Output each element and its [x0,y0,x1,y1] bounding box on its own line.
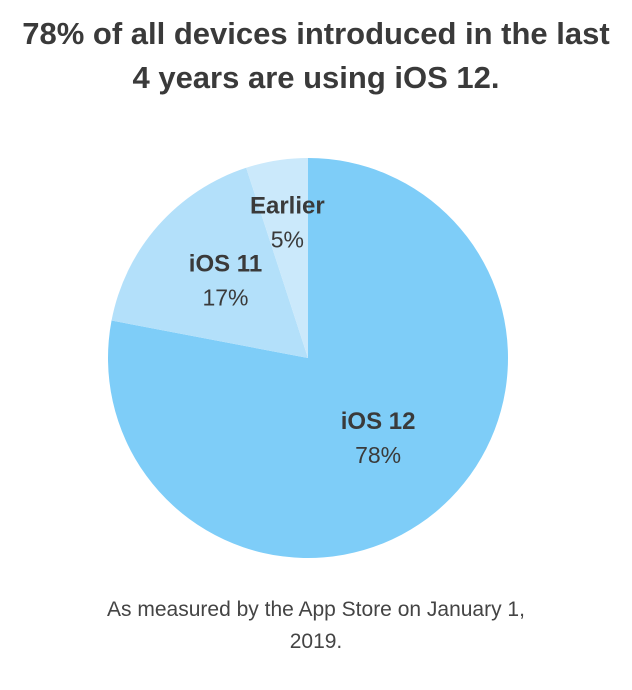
slice-label: iOS 12 [341,408,416,435]
chart-title: 78% of all devices introduced in the las… [22,16,610,95]
pie-slice [246,158,308,358]
slice-value: 5% [271,227,304,253]
slice-value: 17% [202,284,248,310]
slice-label: iOS 11 [189,250,262,277]
slice-label: Earlier [250,193,325,220]
pie-slice [111,167,309,358]
chart: iOS 12 78% iOS 11 17% Earlier 5% [108,158,508,558]
footnote: As measured by the App Store on January … [107,598,525,653]
slice-value: 78% [355,442,401,468]
